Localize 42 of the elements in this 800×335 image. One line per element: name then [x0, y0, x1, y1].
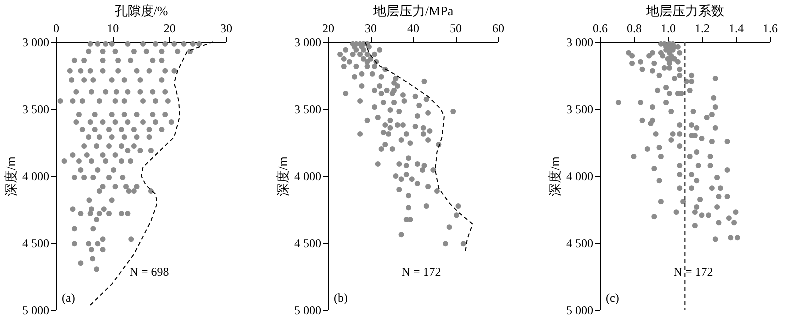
x-tick-label: 20	[164, 22, 176, 36]
x-tick-label: 0.6	[593, 22, 608, 36]
x-tick-label: 1.0	[661, 22, 676, 36]
x-tick-label: 20	[322, 22, 334, 36]
x-axis-title: 孔隙度/%	[114, 4, 168, 18]
y-tick-label: 5 000	[22, 304, 50, 318]
y-tick-label: 3 000	[22, 36, 50, 50]
x-tick-label: 50	[450, 22, 462, 36]
x-tick-label: 10	[107, 22, 120, 36]
x-tick-label: 1.4	[729, 22, 744, 36]
x-axis-title: 地层压力系数	[646, 4, 724, 18]
y-tick-label: 4 000	[294, 170, 322, 184]
annotation: (a)	[62, 291, 76, 305]
y-tick-label: 3 500	[22, 102, 50, 116]
y-tick-label: 3 500	[294, 102, 322, 116]
x-tick-label: 40	[408, 22, 420, 36]
y-tick-label: 3 000	[566, 36, 594, 50]
x-tick-label: 1.2	[695, 22, 710, 36]
y-tick-label: 4 500	[294, 236, 322, 250]
x-tick-label: 0.8	[627, 22, 642, 36]
annotation: N = 172	[674, 265, 714, 279]
y-tick-label: 4 000	[22, 170, 50, 184]
y-tick-label: 4 000	[566, 170, 594, 184]
annotation: (b)	[334, 291, 348, 305]
y-tick-label: 4 500	[566, 236, 594, 250]
y-tick-label: 3 000	[294, 36, 322, 50]
y-tick-label: 4 500	[22, 236, 50, 250]
y-tick-label: 3 500	[566, 102, 594, 116]
y-tick-label: 5 000	[294, 304, 322, 318]
y-tick-label: 5 000	[566, 304, 594, 318]
x-tick-label: 1.6	[763, 22, 778, 36]
x-tick-label: 30	[365, 22, 377, 36]
x-tick-label: 60	[492, 22, 504, 36]
x-tick-label: 30	[220, 22, 232, 36]
y-axis-title: 深度/m	[276, 156, 290, 196]
annotation: N = 172	[402, 265, 442, 279]
annotation: (c)	[606, 291, 620, 305]
x-axis-title: 地层压力/MPa	[372, 4, 454, 18]
annotation: N = 698	[130, 265, 170, 279]
y-axis-title: 深度/m	[4, 156, 18, 196]
x-tick-label: 0	[54, 22, 60, 36]
y-axis-title: 深度/m	[548, 156, 562, 196]
